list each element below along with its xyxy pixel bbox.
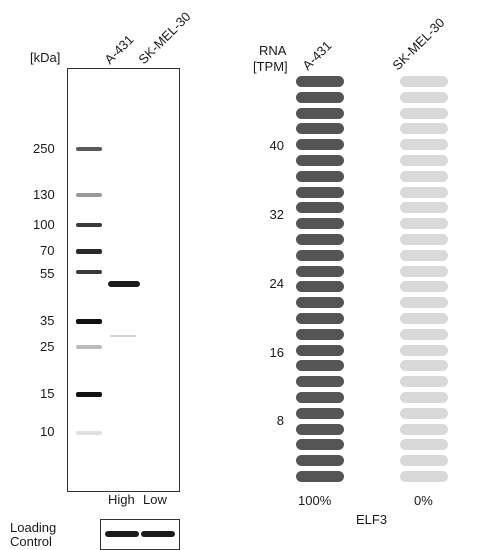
rna-bar-segment bbox=[400, 186, 448, 198]
rna-bar-segment bbox=[400, 328, 448, 340]
rna-bar-segment bbox=[400, 360, 448, 372]
rna-bar-segment bbox=[296, 407, 344, 419]
expression-label-high: High bbox=[108, 492, 135, 507]
rna-bar-segment bbox=[296, 297, 344, 309]
rna-bar-segment bbox=[296, 123, 344, 135]
rna-bar-segment bbox=[296, 313, 344, 324]
rna-bar-segment bbox=[296, 249, 344, 261]
tpm-tick-40: 40 bbox=[269, 138, 284, 153]
rna-bar-segment bbox=[296, 139, 344, 151]
rna-sample-label-skmel30: SK-MEL-30 bbox=[389, 14, 448, 74]
rna-bar-segment bbox=[296, 360, 344, 372]
rna-axis-title-line2: [TPM] bbox=[253, 59, 288, 74]
expression-label-low: Low bbox=[143, 492, 167, 507]
rna-bar-segment bbox=[296, 392, 344, 403]
rna-sample-label-a431: A-431 bbox=[299, 37, 335, 73]
rna-bar-segment bbox=[296, 234, 344, 245]
ladder-band-10 bbox=[76, 431, 102, 435]
rna-bar-column-skmel30 bbox=[400, 76, 448, 486]
marker-label-15: 15 bbox=[40, 386, 55, 401]
rna-bar-segment bbox=[296, 423, 344, 435]
rna-bar-segment bbox=[400, 455, 448, 467]
rna-percent-a431: 100% bbox=[298, 493, 332, 508]
rna-bar-segment bbox=[400, 170, 448, 182]
sample-band-a431-strong bbox=[108, 281, 140, 287]
rna-bar-segment bbox=[400, 439, 448, 451]
marker-label-55: 55 bbox=[40, 266, 55, 281]
rna-bar-segment bbox=[400, 265, 448, 277]
rna-bar-segment bbox=[296, 376, 344, 388]
rna-bar-segment bbox=[400, 344, 448, 356]
rna-bar-segment bbox=[400, 407, 448, 419]
ladder-band-70 bbox=[76, 249, 102, 254]
tpm-tick-32: 32 bbox=[269, 207, 284, 222]
rna-bar-segment bbox=[296, 76, 344, 87]
rna-bar-segment bbox=[296, 202, 344, 214]
marker-label-25: 25 bbox=[40, 339, 55, 354]
rna-bar-segment bbox=[296, 186, 344, 198]
rna-bar-segment bbox=[296, 91, 344, 103]
marker-label-250: 250 bbox=[33, 141, 55, 156]
rna-bar-segment bbox=[296, 439, 344, 451]
loading-band-skmel30 bbox=[141, 531, 175, 537]
rna-bar-segment bbox=[400, 281, 448, 293]
rna-bar-segment bbox=[296, 218, 344, 230]
rna-bar-segment bbox=[400, 297, 448, 309]
loading-band-a431 bbox=[105, 531, 139, 537]
rna-bar-segment bbox=[296, 455, 344, 467]
rna-bar-segment bbox=[400, 313, 448, 324]
rna-bar-column-a431 bbox=[296, 76, 344, 486]
lane-label-a431: A-431 bbox=[101, 31, 137, 67]
ladder-band-55 bbox=[76, 270, 102, 274]
rna-bar-segment bbox=[400, 376, 448, 388]
rna-bar-segment bbox=[400, 218, 448, 230]
tpm-tick-8: 8 bbox=[276, 413, 284, 428]
marker-label-10: 10 bbox=[40, 424, 55, 439]
marker-label-130: 130 bbox=[33, 187, 55, 202]
ladder-band-25 bbox=[76, 345, 102, 349]
tpm-tick-16: 16 bbox=[269, 345, 284, 360]
rna-bar-segment bbox=[400, 471, 448, 482]
rna-bar-segment bbox=[400, 202, 448, 214]
rna-bar-segment bbox=[296, 471, 344, 482]
rna-bar-segment bbox=[400, 392, 448, 403]
rna-bar-segment bbox=[296, 265, 344, 277]
kda-unit-label: [kDa] bbox=[30, 50, 61, 65]
ladder-band-250 bbox=[76, 147, 102, 151]
ladder-band-130 bbox=[76, 193, 102, 197]
rna-bar-segment bbox=[400, 107, 448, 119]
rna-bar-segment bbox=[400, 123, 448, 135]
loading-control-image bbox=[100, 519, 180, 550]
loading-control-label-line1: Loading bbox=[10, 520, 57, 535]
rna-bar-segment bbox=[296, 344, 344, 356]
loading-control-label-line2: Control bbox=[10, 534, 52, 549]
rna-bar-segment bbox=[296, 328, 344, 340]
rna-bar-segment bbox=[296, 281, 344, 293]
rna-bar-segment bbox=[400, 423, 448, 435]
rna-bar-segment bbox=[296, 155, 344, 166]
ladder-band-100 bbox=[76, 223, 102, 227]
rna-bar-segment bbox=[400, 139, 448, 151]
rna-bar-segment bbox=[400, 234, 448, 245]
tpm-tick-24: 24 bbox=[269, 276, 284, 291]
gene-name: ELF3 bbox=[356, 512, 388, 527]
rna-bar-segment bbox=[400, 155, 448, 166]
rna-bar-segment bbox=[400, 91, 448, 103]
marker-label-100: 100 bbox=[33, 217, 55, 232]
rna-bar-segment bbox=[400, 249, 448, 261]
lane-label-skmel30: SK-MEL-30 bbox=[135, 8, 194, 68]
ladder-band-15 bbox=[76, 392, 102, 397]
rna-bar-segment bbox=[296, 107, 344, 119]
marker-label-35: 35 bbox=[40, 313, 55, 328]
ladder-band-35 bbox=[76, 319, 102, 324]
rna-percent-skmel30: 0% bbox=[414, 493, 433, 508]
western-blot-image bbox=[67, 68, 180, 492]
rna-bar-segment bbox=[400, 76, 448, 87]
rna-axis-title-line1: RNA bbox=[259, 43, 287, 58]
rna-bar-segment bbox=[296, 170, 344, 182]
marker-label-70: 70 bbox=[40, 243, 55, 258]
sample-band-a431-faint bbox=[110, 335, 136, 337]
